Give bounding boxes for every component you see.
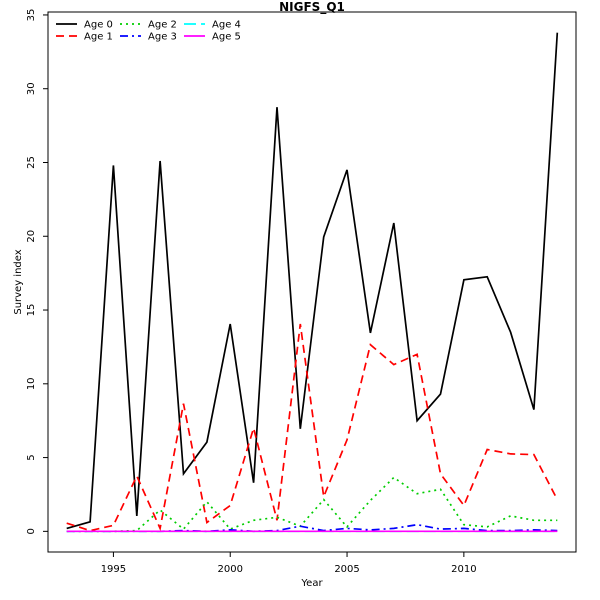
series-line-age-3 xyxy=(66,523,558,533)
legend-label: Age 1 xyxy=(84,32,113,43)
y-tick-label: 5 xyxy=(26,454,37,460)
series-line-age-1 xyxy=(66,323,559,532)
legend-label: Age 0 xyxy=(84,20,113,31)
legend-label: Age 4 xyxy=(212,20,241,31)
series-lines xyxy=(66,32,559,533)
x-tick-label: 2000 xyxy=(218,564,243,575)
series-line-age-2 xyxy=(66,476,558,533)
legend-label: Age 5 xyxy=(212,32,241,43)
chart-title: NIGFS_Q1 xyxy=(279,0,345,15)
x-axis: 1995 2000 2005 2010 xyxy=(101,552,477,575)
legend-label: Age 2 xyxy=(148,20,177,31)
y-tick-label: 20 xyxy=(26,230,37,243)
x-tick-label: 1995 xyxy=(101,564,126,575)
x-tick-label: 2010 xyxy=(451,564,476,575)
y-tick-label: 25 xyxy=(26,156,37,169)
y-tick-label: 15 xyxy=(26,304,37,317)
y-tick-label: 30 xyxy=(26,82,37,95)
y-tick-label: 35 xyxy=(26,9,37,22)
y-axis-title: Survey index xyxy=(13,249,24,314)
y-tick-label: 0 xyxy=(26,528,37,534)
x-tick-label: 2005 xyxy=(334,564,359,575)
y-axis: 0 5 10 15 20 25 30 35 xyxy=(26,9,48,535)
series-line-age-0 xyxy=(66,32,559,530)
y-tick-label: 10 xyxy=(26,377,37,390)
legend-label: Age 3 xyxy=(148,32,177,43)
plot-frame xyxy=(47,11,577,553)
x-axis-title: Year xyxy=(300,578,323,589)
